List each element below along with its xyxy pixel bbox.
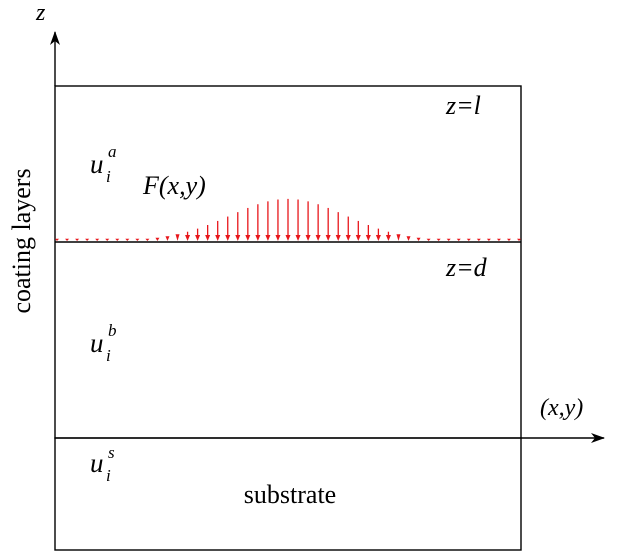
coating-layers-label: coating layers (7, 168, 36, 313)
load-arrow (255, 204, 261, 241)
field-u-s: u s i (90, 443, 115, 485)
field-u-a: u a i (90, 142, 117, 186)
load-function-label: F(x,y) (142, 171, 206, 200)
top-boundary-label: z=l (445, 91, 481, 120)
field-u-b: u b i (90, 321, 117, 365)
load-arrow (396, 234, 401, 241)
load-arrow (65, 238, 70, 241)
load-arrow (185, 231, 191, 241)
load-arrow (55, 238, 59, 241)
svg-text:b: b (108, 321, 117, 340)
load-arrow (215, 220, 221, 241)
load-arrow (115, 238, 120, 241)
load-arrow (345, 216, 351, 241)
load-arrow (95, 238, 100, 241)
load-arrow (285, 198, 291, 241)
load-arrow (305, 201, 311, 241)
load-arrow (466, 238, 471, 241)
load-arrow (375, 228, 381, 241)
load-arrow (486, 238, 491, 241)
svg-text:i: i (106, 346, 111, 365)
load-arrow (195, 228, 201, 241)
svg-text:i: i (106, 167, 111, 186)
load-arrow (135, 238, 140, 241)
load-arrow (426, 238, 431, 241)
load-arrow (365, 224, 371, 241)
load-arrow (275, 199, 281, 241)
load-arrow (205, 224, 211, 241)
load-arrow (446, 238, 451, 241)
substrate-label: substrate (244, 480, 336, 509)
load-arrow (436, 238, 441, 241)
svg-text:i: i (106, 466, 111, 485)
load-arrow (265, 201, 271, 241)
substrate-region-box (54, 437, 522, 551)
load-arrow (85, 238, 90, 241)
load-arrow (456, 238, 461, 241)
load-arrow (125, 238, 130, 241)
load-arrow (145, 238, 150, 241)
load-arrow (225, 216, 231, 241)
load-arrow (517, 238, 521, 241)
xy-axis-label: (x,y) (540, 395, 583, 421)
load-arrow (175, 234, 180, 241)
interface-label: z=d (445, 253, 488, 282)
load-arrow (105, 238, 110, 241)
load-arrow (245, 207, 251, 241)
svg-text:u: u (90, 448, 104, 478)
load-arrow (385, 231, 391, 241)
load-arrow (506, 238, 511, 241)
load-arrow (155, 237, 160, 241)
load-arrow (476, 238, 481, 241)
load-arrow (406, 236, 411, 241)
load-arrow (235, 212, 241, 241)
load-arrow (165, 236, 170, 241)
svg-text:a: a (108, 142, 117, 161)
load-arrow (496, 238, 501, 241)
load-arrow (295, 199, 301, 241)
z-axis-label: z (35, 0, 46, 26)
svg-text:s: s (108, 443, 115, 462)
load-arrow (416, 237, 421, 241)
load-arrow (315, 204, 321, 241)
load-arrow (355, 220, 361, 241)
svg-text:u: u (90, 149, 104, 179)
load-arrow (325, 207, 331, 241)
load-arrow (75, 238, 80, 241)
svg-text:u: u (90, 328, 104, 358)
load-arrows (55, 198, 521, 241)
load-arrow (335, 212, 341, 241)
